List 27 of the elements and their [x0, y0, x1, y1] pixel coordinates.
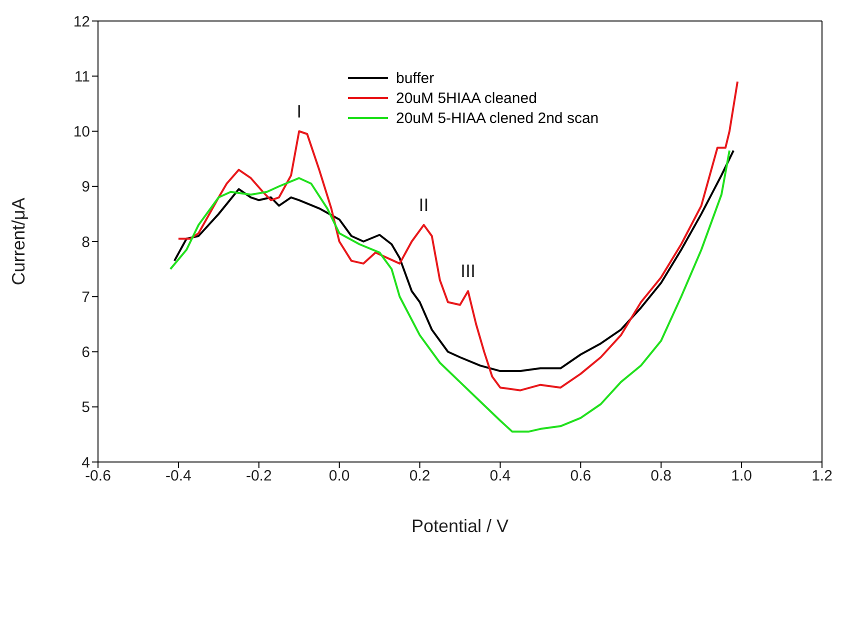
- legend-label: 20uM 5HIAA cleaned: [396, 90, 537, 106]
- x-axis-title: Potential / V: [411, 516, 509, 536]
- annotation: II: [418, 194, 429, 215]
- y-tick-label: 12: [73, 13, 90, 30]
- x-tick-label: 0.4: [490, 468, 511, 485]
- x-tick-label: 0.8: [650, 468, 672, 485]
- y-tick-label: 6: [82, 344, 90, 362]
- y-tick-label: 8: [82, 234, 90, 251]
- x-tick-label: -0.4: [166, 468, 192, 485]
- x-tick-label: -0.2: [246, 468, 272, 485]
- legend-label: 20uM 5-HIAA clened 2nd scan: [396, 110, 599, 126]
- annotation: III: [460, 261, 476, 282]
- y-tick-label: 11: [74, 68, 90, 86]
- line-series: [173, 150, 735, 372]
- x-tick-label: 0.0: [328, 468, 350, 485]
- y-tick-label: 7: [82, 288, 90, 306]
- legend-label: buffer: [396, 70, 434, 86]
- y-tick-label: 9: [82, 178, 90, 196]
- x-tick-label: 0.6: [570, 468, 592, 485]
- y-axis-title: Current/μA: [8, 198, 28, 286]
- y-tick-label: 5: [82, 399, 90, 416]
- annotation: I: [296, 101, 302, 122]
- line-series: [169, 150, 730, 433]
- x-tick-label: 1.0: [731, 468, 752, 485]
- y-tick-label: 10: [73, 124, 90, 141]
- x-tick-label: 1.2: [812, 468, 832, 485]
- x-tick-label: 0.2: [409, 468, 430, 485]
